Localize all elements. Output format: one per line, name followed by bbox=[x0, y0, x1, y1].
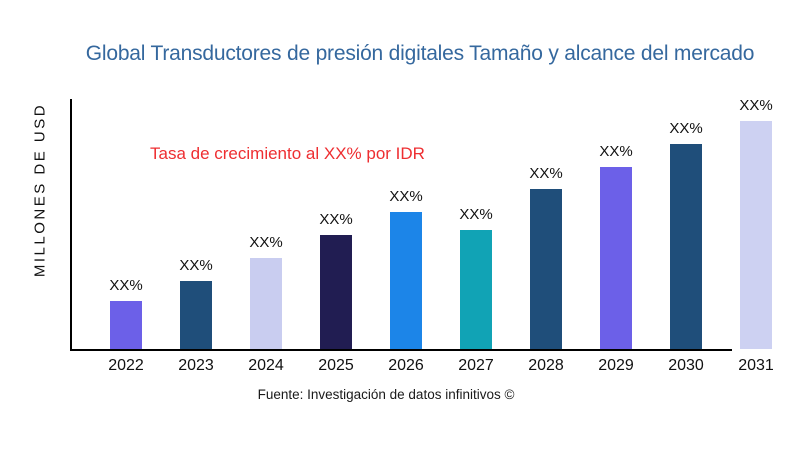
bar-2023 bbox=[180, 281, 212, 349]
x-tick-2024: 2024 bbox=[248, 357, 284, 374]
bar-2024 bbox=[250, 258, 282, 349]
x-tick-2022: 2022 bbox=[108, 357, 144, 374]
x-tick-2025: 2025 bbox=[318, 357, 354, 374]
bar-2028 bbox=[530, 189, 562, 349]
bar-2029 bbox=[600, 167, 632, 349]
bar-value-label-2028: XX% bbox=[529, 165, 563, 182]
y-axis-line bbox=[70, 99, 72, 351]
source-attribution: Fuente: Investigación de datos infinitiv… bbox=[257, 387, 515, 402]
growth-rate-annotation: Tasa de crecimiento al XX% por IDR bbox=[150, 144, 425, 163]
bar-2031 bbox=[740, 121, 772, 349]
bar-2027 bbox=[460, 230, 492, 349]
bar-value-label-2030: XX% bbox=[669, 120, 703, 137]
bar-2030 bbox=[670, 144, 702, 349]
bar-value-label-2031: XX% bbox=[739, 97, 773, 114]
bar-value-label-2022: XX% bbox=[109, 277, 143, 294]
bar-value-label-2025: XX% bbox=[319, 211, 353, 228]
bar-2022 bbox=[110, 301, 142, 349]
x-tick-2029: 2029 bbox=[598, 357, 634, 374]
chart-title: Global Transductores de presión digitale… bbox=[85, 42, 755, 65]
x-tick-2023: 2023 bbox=[178, 357, 214, 374]
bar-value-label-2023: XX% bbox=[179, 257, 213, 274]
bar-value-label-2029: XX% bbox=[599, 143, 633, 160]
x-axis-line bbox=[70, 349, 732, 351]
bar-value-label-2024: XX% bbox=[249, 234, 283, 251]
x-tick-2027: 2027 bbox=[458, 357, 494, 374]
bar-2026 bbox=[390, 212, 422, 349]
bar-value-label-2026: XX% bbox=[389, 188, 423, 205]
bar-value-label-2027: XX% bbox=[459, 206, 493, 223]
x-tick-2026: 2026 bbox=[388, 357, 424, 374]
bar-2025 bbox=[320, 235, 352, 349]
x-tick-2031: 2031 bbox=[738, 357, 774, 374]
x-tick-2028: 2028 bbox=[528, 357, 564, 374]
x-tick-2030: 2030 bbox=[668, 357, 704, 374]
